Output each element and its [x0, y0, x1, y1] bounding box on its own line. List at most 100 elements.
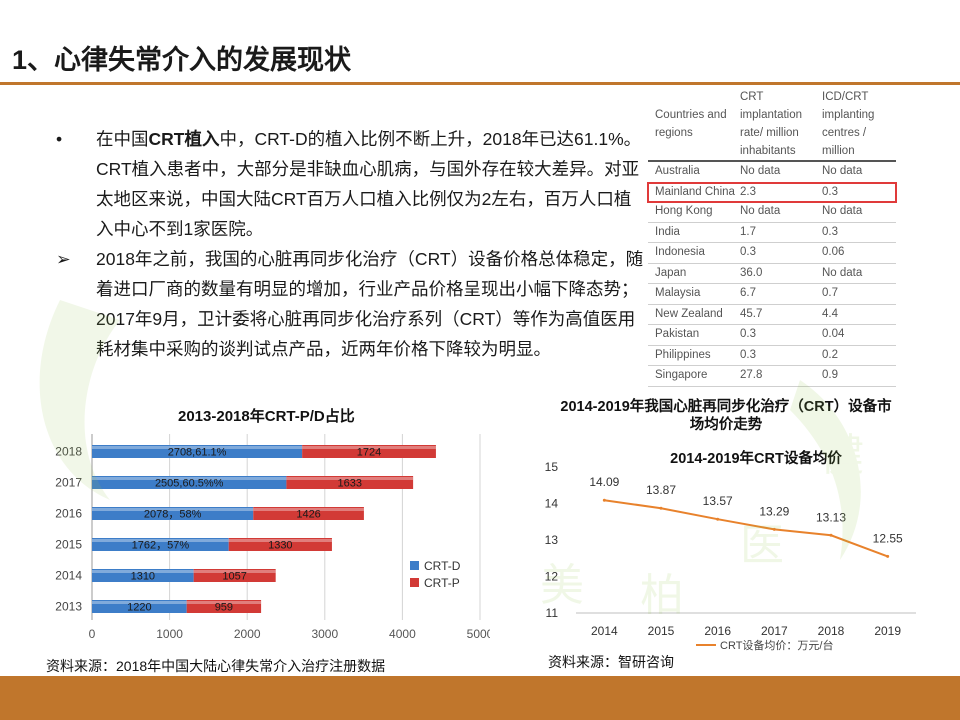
table-body: Australia No data No data Mainland China 2.3… [647, 162, 897, 387]
line-point [602, 498, 606, 502]
bar-crt-d [92, 569, 194, 582]
table-row: Malaysia 6.7 0.7 [648, 284, 896, 305]
table-cell: 0.3 [740, 246, 756, 258]
table-cell: India [655, 225, 680, 238]
x-tick-label: 2019 [874, 624, 901, 638]
table-cell: 0.04 [822, 328, 845, 340]
table-cell: Pakistan [655, 328, 700, 340]
table-row: Philippines 0.3 0.2 [648, 346, 896, 366]
bar-crt-p [228, 538, 332, 551]
bullet-text-post: 中，CRT-D的植入比例不断上升，2018年已达61.1%。CRT植入患者中，大… [96, 129, 642, 239]
arrow-bullet-icon: ➢ [56, 249, 71, 269]
line-chart-subtitle: 2014-2019年CRT设备均价 [670, 449, 842, 467]
header-country: Countries and regions [655, 109, 727, 139]
bar-chart: 0 1000 2000 3000 4000 5000 2013 1220 959 2014 1310… [55, 434, 490, 641]
table-row: New Zealand 45.7 4.4 [648, 305, 896, 325]
point-data-label: 12.55 [873, 531, 903, 545]
y-tick-label: 12 [545, 570, 559, 584]
bar-data-label: 1330 [268, 540, 292, 552]
bar-data-label: 2078，58% [144, 509, 202, 521]
x-tick-label: 3000 [311, 627, 338, 641]
table-cell: New Zealand [655, 307, 723, 320]
table-cell: No data [740, 205, 781, 217]
line-point [829, 533, 833, 537]
table-row: Hong Kong No data No data [648, 202, 896, 223]
bar-data-label: 1057 [222, 571, 246, 583]
bar-crt-p [193, 569, 276, 582]
table-cell: 2.3 [740, 185, 756, 198]
y-tick-label: 2017 [55, 476, 82, 490]
table-cell: 4.4 [822, 307, 838, 320]
x-tick-label: 2000 [234, 627, 261, 641]
header-crt-rate: CRT implantation rate/ million inhabitan… [740, 91, 803, 157]
bar-data-label: 1426 [296, 509, 320, 521]
bullet-text-pre: 在中国 [96, 129, 149, 149]
line-point [886, 554, 890, 558]
table-cell: Indonesia [655, 246, 705, 258]
bullet-item-crt-china: • 在中国CRT植入中，CRT-D的植入比例不断上升，2018年已达61.1%。… [56, 124, 646, 244]
bar-gloss [92, 539, 229, 542]
table-row: Australia No data No data [648, 162, 896, 183]
line-series-crt-price [604, 499, 889, 558]
x-tick-label: 2018 [818, 624, 845, 638]
y-tick-label: 15 [545, 460, 559, 474]
header-centres: ICD/CRT implanting centres / million [822, 91, 875, 157]
bar-data-label: 2708,61.1% [168, 447, 227, 459]
y-tick-label: 2014 [55, 569, 82, 583]
table-cell: Hong Kong [655, 205, 713, 217]
table-cell: No data [822, 205, 863, 217]
point-data-label: 13.29 [759, 504, 789, 518]
table-cell: No data [740, 165, 781, 177]
bar-crt-p [186, 600, 262, 613]
bar-chart-title: 2013-2018年CRT-P/D占比 [178, 408, 355, 425]
table-cell: 1.7 [740, 225, 756, 238]
bar-crt-d [92, 507, 254, 520]
x-tick-label: 2016 [704, 624, 731, 638]
bar-gloss [92, 508, 254, 511]
y-tick-label: 2016 [55, 507, 82, 521]
x-tick-label: 2014 [591, 624, 618, 638]
bar-data-label: 2505,60.5%% [155, 478, 224, 490]
y-tick-label: 14 [545, 497, 559, 511]
table-cell: 0.7 [822, 287, 838, 299]
table-cell: Australia [655, 165, 700, 177]
bar-data-label: 1220 [127, 602, 151, 614]
table-cell: No data [822, 266, 863, 279]
y-tick-label: 13 [545, 533, 559, 547]
table-row: Indonesia 0.3 0.06 [648, 243, 896, 264]
bar-gloss [193, 570, 276, 573]
point-data-label: 13.87 [646, 483, 676, 497]
x-tick-label: 5000 [467, 627, 490, 641]
country-table: Countries and regions CRT implantation r… [647, 86, 897, 387]
point-data-label: 14.09 [589, 475, 619, 489]
point-data-label: 13.13 [816, 510, 846, 524]
bar-data-label: 1762，57% [132, 540, 190, 552]
bar-data-label: 1310 [131, 571, 155, 583]
table-cell: No data [822, 165, 863, 177]
bar-data-label: 959 [215, 602, 233, 614]
bar-crt-d [92, 538, 229, 551]
table-cell: 0.3 [740, 328, 756, 340]
table-cell: 0.3 [822, 185, 838, 198]
table-cell: 27.8 [740, 369, 763, 381]
table-cell: 0.9 [822, 369, 838, 381]
table-cell: Singapore [655, 369, 708, 381]
table-cell: 6.7 [740, 287, 756, 299]
bullet-dot-icon: • [56, 129, 63, 149]
title-line-1: 2014-2019年我国心脏再同步化治疗（CRT）设备市 [560, 397, 892, 415]
table-cell: Philippines [655, 348, 711, 361]
legend-swatch [410, 578, 419, 587]
legend-label: CRT设备均价：万元/台 [720, 638, 833, 652]
line-chart: 2014-2019年我国心脏再同步化治疗（CRT）设备市场均价走势2014-20… [545, 397, 916, 652]
bullet-text-bold: CRT植入 [148, 129, 220, 149]
table-cell: 0.3 [822, 225, 838, 238]
bar-data-label: 1724 [357, 447, 381, 459]
table-cell: 0.3 [740, 348, 756, 361]
legend-label: CRT-D [424, 559, 461, 573]
bar-gloss [286, 477, 414, 480]
line-point [716, 517, 720, 521]
bar-gloss [92, 477, 287, 480]
y-tick-label: 11 [546, 606, 559, 620]
legend-swatch [410, 561, 419, 570]
table-row: Singapore 27.8 0.9 [648, 366, 896, 387]
